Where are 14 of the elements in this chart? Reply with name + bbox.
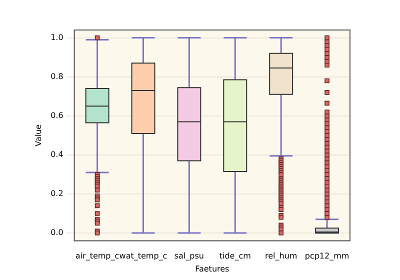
x-tick-label: air_temp_c	[75, 252, 120, 261]
x-tick-label: wat_temp_c	[119, 252, 168, 261]
x-tick-label: sal_psu	[174, 252, 204, 261]
y-tick-label: 0.6	[50, 110, 64, 120]
y-tick-label: 0.2	[50, 189, 64, 198]
y-axis-title: Value	[34, 124, 43, 146]
y-tick-label: 0.4	[50, 150, 64, 159]
x-axis-title: Faetures	[195, 264, 230, 274]
x-tick-label: rel_hum	[264, 252, 298, 261]
y-tick-label: 0.0	[50, 228, 64, 238]
y-tick-label: 1.0	[50, 32, 64, 42]
x-tick-label: tide_cm	[219, 252, 252, 261]
x-tick-label: pcp12_mm	[304, 252, 350, 261]
y-tick-label: 0.8	[50, 72, 64, 81]
